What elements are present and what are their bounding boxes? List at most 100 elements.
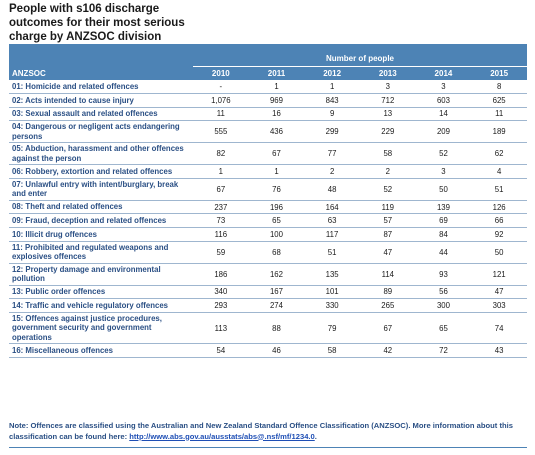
table-row: 04: Dangerous or negligent acts endanger… bbox=[9, 120, 527, 144]
cell-value: 340 bbox=[193, 285, 249, 300]
cell-value: 139 bbox=[415, 200, 472, 215]
table-row: 08: Theft and related offences 237 196 164 1… bbox=[9, 200, 527, 215]
cell-value: 116 bbox=[193, 227, 249, 242]
cell-value: 48 bbox=[304, 178, 360, 201]
table-body: 01: Homicide and related offences -1 1 3 3 8 0… bbox=[9, 80, 527, 358]
table-row: 12: Property damage and environmental po… bbox=[9, 263, 527, 286]
row-label: 16: Miscellaneous offences bbox=[9, 343, 193, 358]
year-header: 2010 bbox=[193, 66, 249, 80]
cell-value: 101 bbox=[304, 285, 360, 300]
cell-value: 51 bbox=[304, 241, 360, 264]
cell-value: 72 bbox=[415, 343, 472, 358]
cell-value: 14 bbox=[415, 107, 472, 122]
year-header: 2013 bbox=[359, 66, 416, 80]
year-header: 2012 bbox=[304, 66, 360, 80]
cell-value: 68 bbox=[248, 241, 305, 264]
cell-value: 47 bbox=[471, 285, 527, 300]
cell-value: 57 bbox=[359, 213, 416, 229]
cell-value: 43 bbox=[471, 343, 527, 358]
cell-value: 54 bbox=[193, 343, 249, 358]
cell-value: 113 bbox=[193, 312, 249, 345]
cell-value: 1 bbox=[248, 164, 305, 179]
cell-value: 114 bbox=[359, 263, 416, 286]
table-row: 07: Unlawful entry with intent/burglary,… bbox=[9, 178, 527, 201]
cell-value: 13 bbox=[359, 107, 416, 122]
cell-value: 126 bbox=[471, 200, 527, 215]
cell-value: 135 bbox=[304, 263, 360, 286]
cell-value: 92 bbox=[471, 227, 527, 242]
table-row: 16: Miscellaneous offences 54 46 58 42 72 43 bbox=[9, 343, 527, 358]
cell-value: 3 bbox=[415, 80, 472, 95]
cell-value: 46 bbox=[248, 343, 305, 358]
offences-table: Number of people ANZSOC 2010 2011 2012 2… bbox=[9, 44, 527, 358]
cell-value: 196 bbox=[248, 200, 305, 215]
row-label: 01: Homicide and related offences bbox=[9, 80, 193, 95]
cell-value: 79 bbox=[304, 312, 360, 345]
row-label: 09: Fraud, deception and related offence… bbox=[9, 213, 193, 229]
row-label: 04: Dangerous or negligent acts endanger… bbox=[9, 120, 193, 144]
row-label: 12: Property damage and environmental po… bbox=[9, 263, 193, 286]
footnote-suffix: . bbox=[314, 431, 317, 441]
table-row: 02: Acts intended to cause injury 1,076 96… bbox=[9, 93, 527, 108]
cell-value: 100 bbox=[248, 227, 305, 242]
cell-value: 11 bbox=[193, 107, 249, 122]
cell-value: 56 bbox=[415, 285, 472, 300]
row-label: 08: Theft and related offences bbox=[9, 200, 193, 215]
cell-value: 119 bbox=[359, 200, 416, 215]
cell-value: 167 bbox=[248, 285, 305, 300]
row-label: 13: Public order offences bbox=[9, 285, 193, 300]
cell-value: 121 bbox=[471, 263, 527, 286]
table-row: 01: Homicide and related offences -1 1 3 3 8 bbox=[9, 80, 527, 95]
cell-value: 67 bbox=[359, 312, 416, 345]
cell-value: 50 bbox=[471, 241, 527, 264]
cell-value: 843 bbox=[304, 93, 360, 108]
row-label: 11: Prohibited and regulated weapons and… bbox=[9, 241, 193, 264]
cell-value: 164 bbox=[304, 200, 360, 215]
cell-value: 209 bbox=[415, 120, 472, 144]
cell-value: 186 bbox=[193, 263, 249, 286]
row-label: 02: Acts intended to cause injury bbox=[9, 93, 193, 108]
cell-value: 52 bbox=[359, 178, 416, 201]
cell-value: 66 bbox=[471, 213, 527, 229]
cell-value: 82 bbox=[193, 142, 249, 166]
year-header: 2011 bbox=[248, 66, 305, 80]
cell-value: 84 bbox=[415, 227, 472, 242]
year-header: 2014 bbox=[415, 66, 472, 80]
cell-value: 1 bbox=[193, 164, 249, 179]
cell-value: 300 bbox=[415, 298, 472, 313]
row-label: 15: Offences against justice procedures,… bbox=[9, 312, 193, 345]
table-row: 14: Traffic and vehicle regulatory offen… bbox=[9, 298, 527, 313]
table-row: 10: Illicit drug offences 116 100 117 87 84 92 bbox=[9, 227, 527, 242]
abs-link[interactable]: http://www.abs.gov.au/ausstats/abs@.nsf/… bbox=[129, 431, 315, 441]
cell-value: 712 bbox=[359, 93, 416, 108]
cell-value: 74 bbox=[471, 312, 527, 345]
cell-value: 625 bbox=[471, 93, 527, 108]
cell-value: 2 bbox=[359, 164, 416, 179]
cell-value: 555 bbox=[193, 120, 249, 144]
cell-value: 229 bbox=[359, 120, 416, 144]
cell-value: 42 bbox=[359, 343, 416, 358]
cell-value: 76 bbox=[248, 178, 305, 201]
cell-value: 1,076 bbox=[193, 93, 249, 108]
cell-value: 162 bbox=[248, 263, 305, 286]
cell-value: 62 bbox=[471, 142, 527, 166]
header-row-group: Number of people bbox=[9, 44, 527, 67]
cell-value: 63 bbox=[304, 213, 360, 229]
cell-value: 58 bbox=[359, 142, 416, 166]
table-row: 15: Offences against justice procedures,… bbox=[9, 312, 527, 345]
cell-value: 293 bbox=[193, 298, 249, 313]
cell-value: 58 bbox=[304, 343, 360, 358]
cell-value: 189 bbox=[471, 120, 527, 144]
cell-value: 52 bbox=[415, 142, 472, 166]
cell-value: 50 bbox=[415, 178, 472, 201]
cell-value: 436 bbox=[248, 120, 305, 144]
header-row-years: ANZSOC 2010 2011 2012 2013 2014 2015 bbox=[9, 66, 527, 80]
cell-value: 89 bbox=[359, 285, 416, 300]
cell-value: 2 bbox=[304, 164, 360, 179]
row-label: 06: Robbery, extortion and related offen… bbox=[9, 164, 193, 179]
table-row: 06: Robbery, extortion and related offen… bbox=[9, 164, 527, 179]
cell-value: 69 bbox=[415, 213, 472, 229]
cell-value: 303 bbox=[471, 298, 527, 313]
cell-value: 4 bbox=[471, 164, 527, 179]
cell-value: 3 bbox=[359, 80, 416, 95]
